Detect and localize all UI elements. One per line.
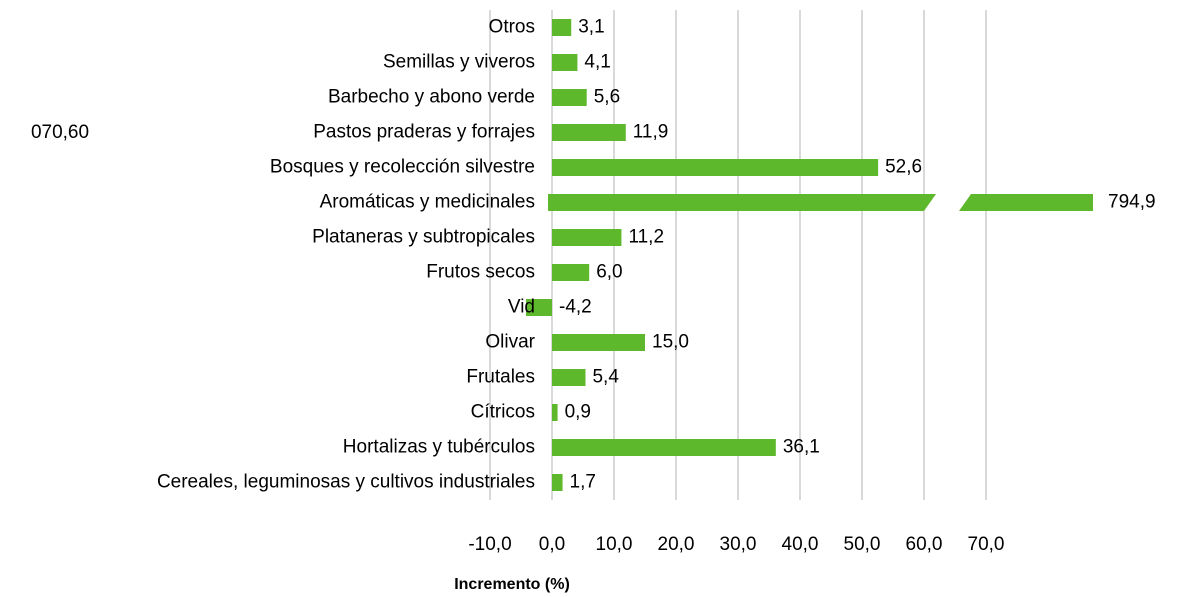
bar: [552, 264, 590, 281]
y-tick-label: Plataneras y subtropicales: [312, 227, 535, 248]
data-label: 15,0: [652, 332, 689, 353]
y-tick-label: Bosques y recolección silvestre: [270, 157, 535, 178]
y-tick-label: Otros: [489, 17, 535, 38]
annotation: 070,60: [31, 122, 89, 143]
bar: [552, 124, 626, 141]
bar: [552, 334, 645, 351]
data-label: -4,2: [559, 297, 592, 318]
y-tick-label: Aromáticas y medicinales: [320, 192, 535, 213]
data-label: 5,4: [592, 367, 619, 388]
x-tick-label: 70,0: [968, 534, 1005, 555]
x-tick-label: 20,0: [658, 534, 695, 555]
bar: [552, 474, 563, 491]
x-tick-label: 40,0: [782, 534, 819, 555]
y-tick-label: Pastos praderas y forrajes: [313, 122, 535, 143]
bar: [552, 229, 622, 246]
data-label: 52,6: [885, 157, 922, 178]
data-label: 794,9: [1108, 192, 1156, 213]
data-label: 4,1: [584, 52, 610, 73]
y-tick-label: Cereales, leguminosas y cultivos industr…: [157, 472, 535, 493]
bar: [525, 299, 552, 316]
data-label: 11,9: [633, 122, 669, 143]
x-tick-label: 10,0: [596, 534, 633, 555]
y-tick-label: Frutales: [466, 367, 535, 388]
bar: [548, 194, 936, 211]
y-tick-label: Vid: [508, 297, 535, 318]
bar: [552, 89, 587, 106]
y-tick-label: Olivar: [485, 332, 535, 353]
x-tick-label: 0,0: [539, 534, 565, 555]
x-tick-label: -10,0: [468, 534, 511, 555]
y-tick-label: Frutos secos: [426, 262, 535, 283]
x-tick-label: 30,0: [720, 534, 757, 555]
bar: [552, 369, 586, 386]
data-label: 5,6: [594, 87, 620, 108]
y-tick-label: Hortalizas y tubérculos: [343, 437, 535, 458]
bar: [552, 19, 572, 36]
bar: [552, 54, 578, 71]
data-label: 11,2: [628, 227, 664, 248]
y-tick-label: Semillas y viveros: [383, 52, 535, 73]
x-axis-title: Incremento (%): [454, 576, 570, 593]
data-label: 3,1: [578, 17, 604, 38]
bar: [552, 404, 558, 421]
data-label: 36,1: [783, 437, 820, 458]
x-tick-label: 60,0: [906, 534, 943, 555]
y-tick-label: Cítricos: [471, 402, 535, 423]
y-tick-label: Barbecho y abono verde: [328, 87, 535, 108]
data-label: 6,0: [596, 262, 622, 283]
bar: [959, 194, 1093, 211]
bar: [552, 439, 776, 456]
data-label: 1,7: [570, 472, 596, 493]
x-tick-label: 50,0: [844, 534, 881, 555]
bar: [552, 159, 879, 176]
data-label: 0,9: [565, 402, 591, 423]
